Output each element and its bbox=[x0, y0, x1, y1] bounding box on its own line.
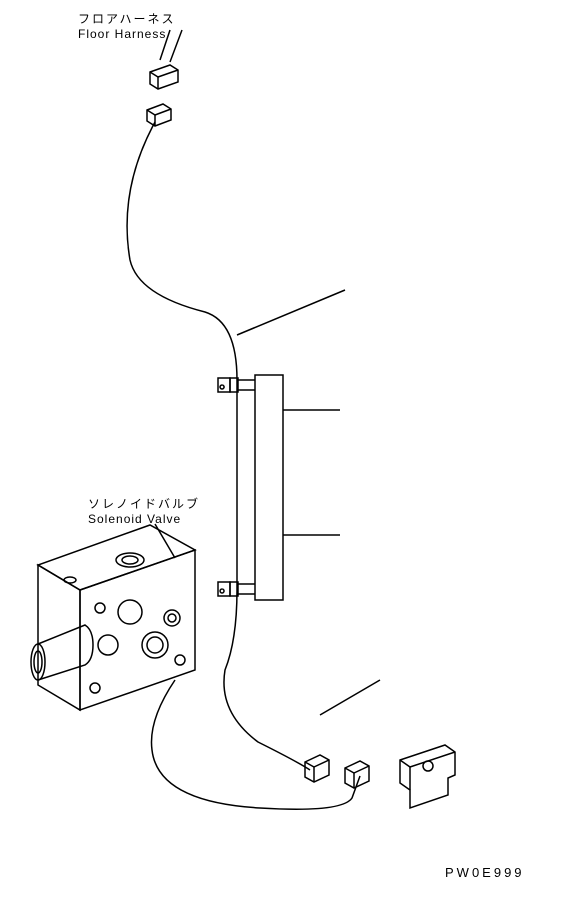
diagram-svg bbox=[0, 0, 573, 907]
branch-wire bbox=[151, 680, 360, 809]
top-connector-1 bbox=[150, 65, 178, 89]
technical-diagram: フロアハーネス Floor Harness ソレノイドバルブ Solenoid … bbox=[0, 0, 573, 907]
leader-line-4 bbox=[320, 680, 380, 715]
solenoid-valve-label: ソレノイドバルブ Solenoid Valve bbox=[88, 495, 200, 526]
floor-harness-label-en: Floor Harness bbox=[78, 27, 176, 41]
leader-line-1 bbox=[237, 290, 345, 335]
solenoid-valve-label-en: Solenoid Valve bbox=[88, 512, 200, 526]
solenoid-cylinder bbox=[31, 625, 93, 680]
floor-harness-label-jp: フロアハーネス bbox=[78, 10, 176, 27]
part-code: PW0E999 bbox=[445, 865, 525, 880]
mounting-panel bbox=[255, 375, 283, 600]
solenoid-valve-label-jp: ソレノイドバルブ bbox=[88, 495, 200, 512]
top-connector-2 bbox=[147, 104, 171, 126]
mounting-bracket bbox=[400, 745, 455, 808]
floor-harness-label: フロアハーネス Floor Harness bbox=[78, 10, 176, 41]
valve-label-leader bbox=[155, 524, 175, 558]
